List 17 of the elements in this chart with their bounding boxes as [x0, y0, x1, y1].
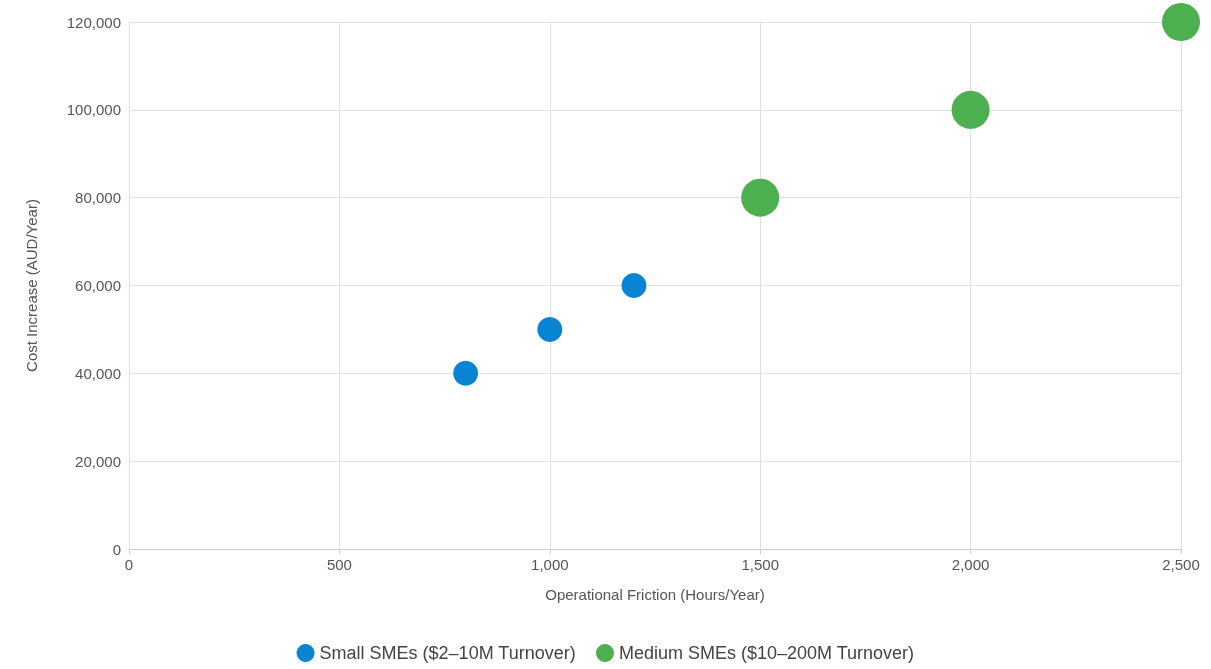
x-tick-label: 1,500: [741, 556, 779, 573]
y-tick-label: 120,000: [66, 13, 121, 31]
legend-label: Small SMEs ($2–10M Turnover): [319, 643, 576, 663]
y-tick-label: 0: [112, 540, 121, 558]
y-tick-label: 100,000: [66, 101, 121, 119]
x-tick-label: 2,000: [951, 556, 990, 573]
x-tick-label: 2,500: [1162, 556, 1200, 573]
y-tick-label: 20,000: [75, 452, 121, 470]
y-tick-label: 80,000: [75, 189, 121, 207]
x-tick-label: 1,000: [531, 556, 569, 573]
x-tick-label: 500: [326, 556, 352, 573]
x-tick-label: 0: [124, 556, 134, 573]
y-tick-label: 60,000: [75, 277, 121, 294]
y-tick-label: 40,000: [75, 364, 121, 382]
legend-label: Medium SMEs ($10–200M Turnover): [618, 643, 915, 663]
y-axis-title: Cost Increase (AUD/Year): [23, 199, 40, 372]
x-axis-title: Operational Friction (Hours/Year): [545, 586, 765, 603]
